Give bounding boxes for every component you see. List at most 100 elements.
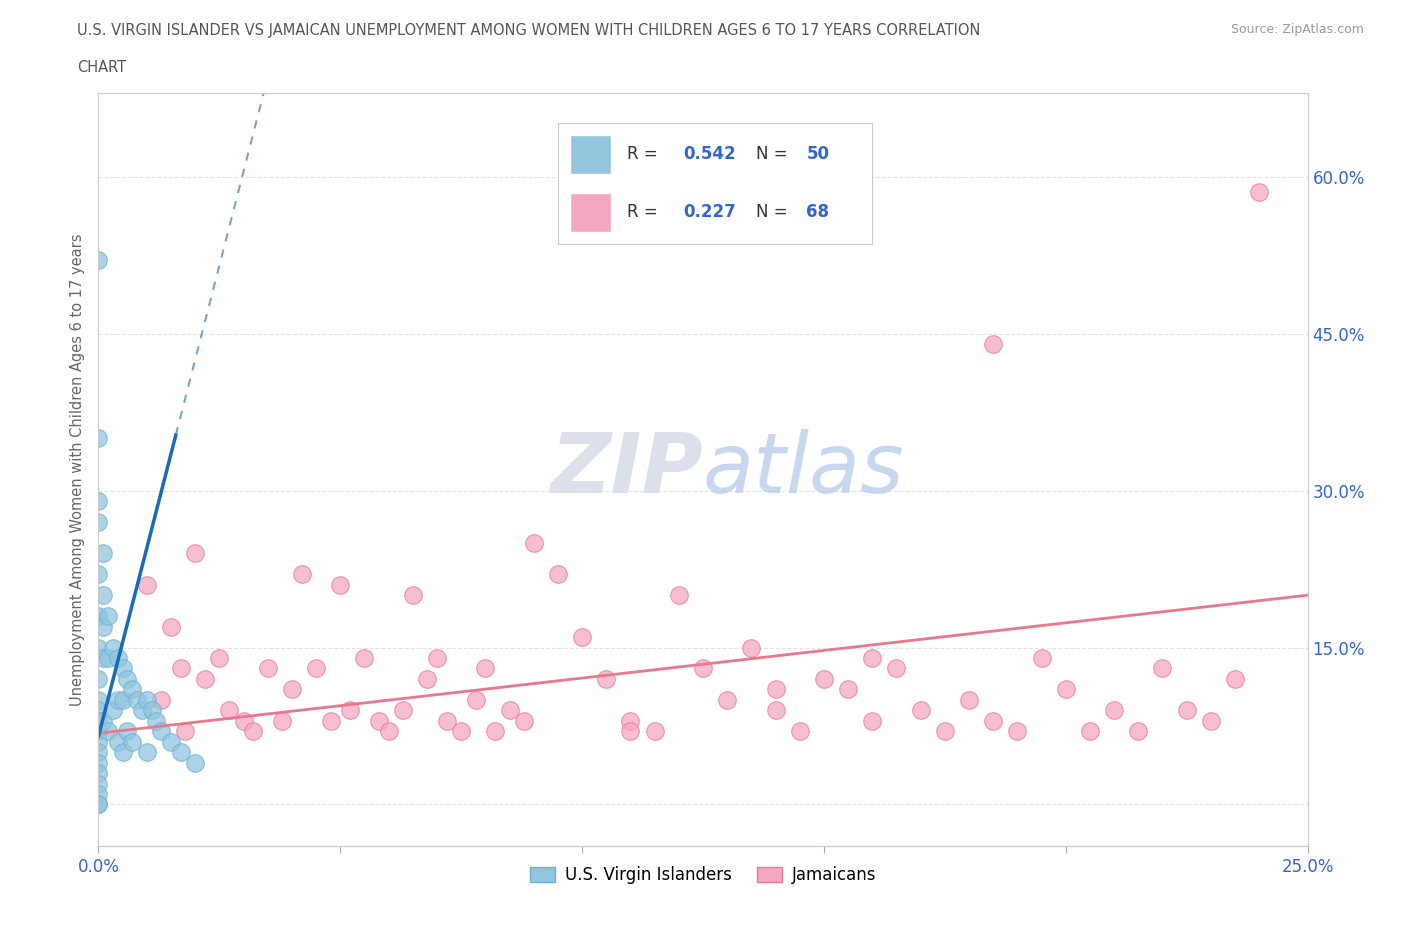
- Point: [765, 682, 787, 697]
- Point: [619, 724, 641, 738]
- Point: [101, 640, 124, 655]
- Point: [87, 494, 110, 509]
- Point: [97, 651, 120, 666]
- Point: [668, 588, 690, 603]
- Point: [87, 671, 110, 686]
- Point: [547, 567, 569, 582]
- Point: [1102, 703, 1125, 718]
- Point: [87, 745, 110, 760]
- Point: [644, 724, 666, 738]
- Point: [619, 713, 641, 728]
- Point: [141, 703, 163, 718]
- Point: [765, 703, 787, 718]
- Point: [436, 713, 458, 728]
- Point: [837, 682, 859, 697]
- Point: [498, 703, 520, 718]
- Point: [339, 703, 361, 718]
- Point: [232, 713, 254, 728]
- Point: [101, 703, 124, 718]
- Text: CHART: CHART: [77, 60, 127, 75]
- Point: [87, 640, 110, 655]
- Point: [474, 661, 496, 676]
- Point: [305, 661, 328, 676]
- Point: [402, 588, 425, 603]
- Point: [91, 713, 114, 728]
- Point: [121, 682, 143, 697]
- Point: [150, 724, 173, 738]
- Point: [91, 651, 114, 666]
- Point: [107, 692, 129, 708]
- Point: [121, 735, 143, 750]
- Point: [87, 797, 110, 812]
- Point: [329, 578, 352, 592]
- Legend: U.S. Virgin Islanders, Jamaicans: U.S. Virgin Islanders, Jamaicans: [523, 859, 883, 891]
- Point: [87, 776, 110, 790]
- Point: [595, 671, 617, 686]
- Point: [513, 713, 536, 728]
- Point: [271, 713, 294, 728]
- Point: [1078, 724, 1101, 738]
- Point: [910, 703, 932, 718]
- Point: [87, 253, 110, 268]
- Point: [97, 724, 120, 738]
- Text: atlas: atlas: [703, 429, 904, 511]
- Point: [523, 536, 546, 551]
- Point: [740, 640, 762, 655]
- Point: [184, 755, 207, 770]
- Point: [377, 724, 399, 738]
- Point: [87, 765, 110, 780]
- Point: [117, 724, 139, 738]
- Point: [1175, 703, 1198, 718]
- Point: [87, 609, 110, 624]
- Point: [91, 619, 114, 634]
- Point: [111, 745, 134, 760]
- Text: ZIP: ZIP: [550, 429, 703, 511]
- Point: [256, 661, 278, 676]
- Point: [87, 787, 110, 802]
- Point: [368, 713, 391, 728]
- Point: [174, 724, 197, 738]
- Point: [281, 682, 304, 697]
- Text: Source: ZipAtlas.com: Source: ZipAtlas.com: [1230, 23, 1364, 36]
- Point: [135, 745, 157, 760]
- Point: [1249, 185, 1271, 200]
- Point: [1007, 724, 1029, 738]
- Point: [97, 609, 120, 624]
- Point: [107, 651, 129, 666]
- Point: [218, 703, 240, 718]
- Point: [111, 661, 134, 676]
- Point: [107, 735, 129, 750]
- Point: [208, 651, 231, 666]
- Point: [981, 337, 1004, 352]
- Point: [1054, 682, 1077, 697]
- Point: [426, 651, 449, 666]
- Point: [150, 692, 173, 708]
- Point: [87, 567, 110, 582]
- Point: [160, 619, 183, 634]
- Point: [813, 671, 835, 686]
- Point: [290, 567, 312, 582]
- Point: [789, 724, 811, 738]
- Point: [160, 735, 183, 750]
- Point: [464, 692, 486, 708]
- Point: [860, 713, 883, 728]
- Point: [1128, 724, 1150, 738]
- Point: [416, 671, 439, 686]
- Point: [87, 713, 110, 728]
- Point: [135, 692, 157, 708]
- Point: [242, 724, 264, 738]
- Point: [87, 692, 110, 708]
- Point: [145, 713, 167, 728]
- Point: [981, 713, 1004, 728]
- Point: [886, 661, 908, 676]
- Point: [87, 797, 110, 812]
- Point: [131, 703, 153, 718]
- Point: [87, 431, 110, 445]
- Point: [1223, 671, 1246, 686]
- Point: [1199, 713, 1222, 728]
- Text: U.S. VIRGIN ISLANDER VS JAMAICAN UNEMPLOYMENT AMONG WOMEN WITH CHILDREN AGES 6 T: U.S. VIRGIN ISLANDER VS JAMAICAN UNEMPLO…: [77, 23, 981, 38]
- Point: [111, 692, 134, 708]
- Point: [87, 724, 110, 738]
- Point: [392, 703, 415, 718]
- Y-axis label: Unemployment Among Women with Children Ages 6 to 17 years: Unemployment Among Women with Children A…: [70, 233, 86, 706]
